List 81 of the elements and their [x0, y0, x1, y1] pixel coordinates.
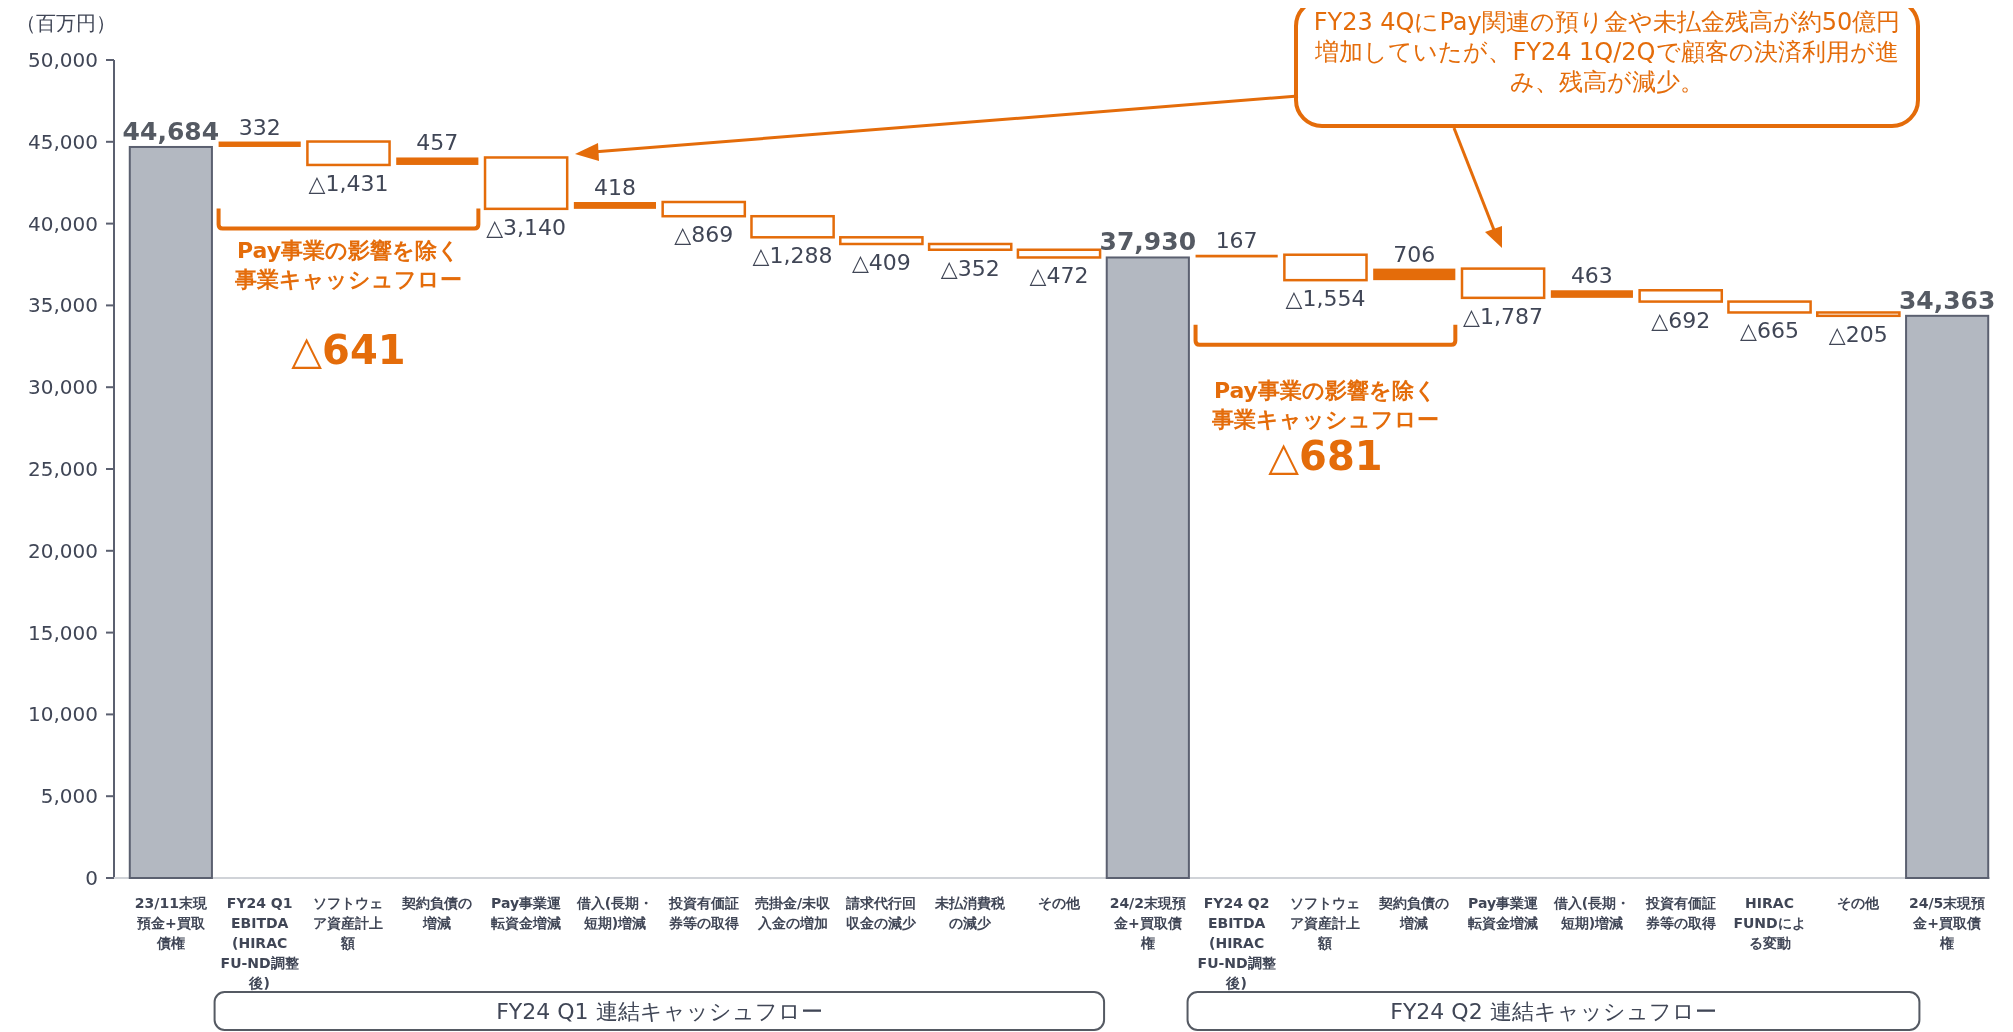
data-label: △352 [940, 255, 1000, 281]
x-tick-label: ソフトウェア資産計上額 [313, 895, 384, 951]
x-tick-label: ソフトウェア資産計上額 [1290, 895, 1361, 951]
data-label: 37,930 [1099, 227, 1197, 257]
bar [1816, 311, 1901, 318]
x-tick-label: その他 [1837, 895, 1881, 911]
x-tick-label: 借入(長期・短期)増減 [1552, 895, 1631, 931]
y-tick-label: 40,000 [28, 211, 98, 236]
data-label: 706 [1393, 241, 1436, 267]
bar [1373, 268, 1456, 281]
bar [483, 156, 569, 211]
bar [750, 214, 835, 239]
bar [1905, 314, 1990, 879]
x-tick-label: 契約負債の増減 [401, 895, 473, 931]
bar [839, 236, 924, 246]
data-label: 44,684 [122, 116, 220, 146]
annotation: △681 [1268, 433, 1383, 479]
y-tick-label: 15,000 [28, 620, 98, 645]
y-tick-label: 25,000 [28, 457, 98, 481]
annotation: △641 [291, 327, 406, 373]
x-tick-label: 売掛金/未収入金の増加 [754, 895, 832, 931]
bar [1016, 248, 1102, 259]
data-label: 167 [1215, 227, 1258, 253]
x-tick-label: 借入(長期・短期)増減 [575, 895, 654, 931]
bar [1638, 289, 1724, 303]
annotation: Pay事業の影響を除く事業キャッシュフロー [1210, 378, 1439, 432]
bar [927, 242, 1013, 251]
x-tick-label: 投資有価証券等の取得 [1644, 895, 1716, 931]
bar [1283, 253, 1368, 282]
data-label: △1,554 [1285, 286, 1366, 312]
y-tick-label: 30,000 [28, 375, 98, 400]
x-tick-label: 24/2末現預金+買取債権 [1109, 895, 1186, 951]
data-label: △1,431 [308, 170, 389, 196]
x-tick-label: Pay事業運転資金増減 [1467, 895, 1540, 931]
y-tick-label: 5,000 [40, 784, 98, 809]
y-tick-label: 35,000 [28, 293, 98, 318]
data-label: 418 [593, 175, 636, 200]
x-tick-label: 投資有価証券等の取得 [667, 895, 739, 931]
x-tick-label: 24/5末現預金+買取債権 [1908, 895, 1986, 951]
y-tick-label: 0 [85, 866, 98, 890]
bar [1105, 256, 1190, 879]
bar [128, 145, 213, 879]
y-tick-label: 50,000 [28, 48, 98, 72]
annotation: FY23 4QにPay関連の預り金や未払金残高が約50億円増加していたが、FY24 1Q/2Qで顧客の決済利用が進み、残高が減少。 [1313, 8, 1901, 96]
y-axis-title: （百万円） [16, 11, 116, 35]
bar [396, 157, 479, 165]
data-label: △205 [1828, 321, 1888, 347]
bar [218, 141, 301, 147]
x-tick-label: 未払消費税の減少 [934, 895, 1007, 931]
data-label: △409 [851, 249, 911, 275]
x-tick-label: FY24 Q2 EBITDA (HIRAC FU-ND調整後) [1197, 895, 1277, 991]
text: FY24 Q1 連結キャッシュフロー [496, 999, 823, 1024]
x-tick-label: HIRAC FUNDによる変動 [1733, 895, 1806, 951]
x-tick-label: FY24 Q1 EBITDA (HIRAC FU-ND調整後) [220, 895, 300, 991]
annotation: Pay事業の影響を除く事業キャッシュフロー [233, 238, 462, 292]
x-tick-label: 23/11末現預金+買取債権 [134, 895, 208, 951]
x-tick-label: 請求代行回収金の減少 [845, 895, 918, 931]
data-label: △1,787 [1463, 303, 1544, 329]
data-label: 463 [1570, 263, 1613, 289]
y-tick-label: 20,000 [28, 538, 98, 563]
data-label: 34,363 [1898, 285, 1996, 315]
data-label: △1,288 [752, 243, 833, 269]
data-label: △472 [1029, 263, 1089, 289]
x-tick-label: その他 [1038, 895, 1081, 911]
y-tick-label: 45,000 [28, 129, 98, 154]
text: FY24 Q2 連結キャッシュフロー [1390, 999, 1717, 1024]
x-tick-label: Pay事業運転資金増減 [490, 895, 563, 931]
bar [1727, 300, 1812, 314]
data-label: △3,140 [486, 214, 567, 240]
data-label: △665 [1740, 318, 1799, 344]
bar [661, 200, 747, 218]
bar [1460, 267, 1546, 300]
data-label: 457 [416, 130, 459, 156]
bar [573, 202, 656, 209]
data-label: 332 [238, 114, 281, 140]
data-label: △692 [1651, 307, 1711, 333]
bar [306, 140, 391, 167]
x-tick-label: 契約負債の増減 [1378, 895, 1450, 931]
bar [1550, 290, 1633, 298]
y-tick-label: 10,000 [28, 702, 98, 727]
data-label: △869 [674, 222, 734, 248]
